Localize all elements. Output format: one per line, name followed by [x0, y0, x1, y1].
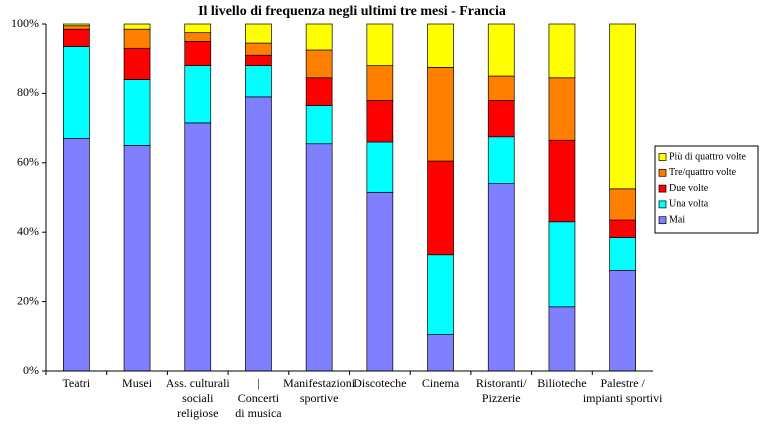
bar-segment	[62, 46, 90, 139]
bar-segment	[123, 28, 151, 49]
y-tick-label: 0%	[23, 363, 39, 377]
legend-label: Tre/quattro volte	[669, 167, 737, 178]
bar-segment	[548, 306, 576, 372]
x-tick-label: Cinema	[422, 376, 460, 390]
bar-segment	[366, 99, 394, 143]
x-tick-label: Discoteche	[353, 376, 406, 390]
bar-segment	[366, 191, 394, 372]
bar-segment	[487, 23, 515, 77]
legend-label: Due volte	[669, 183, 709, 194]
bar-segment	[123, 23, 151, 30]
bar-segment	[184, 65, 212, 124]
bar-segment	[609, 188, 637, 221]
bar-segment	[427, 334, 454, 372]
x-tick-label: Ass. culturali sociali religiose	[166, 376, 231, 420]
bar-segment	[427, 23, 454, 68]
bar-segment	[305, 105, 333, 145]
bar-segment	[305, 143, 333, 372]
x-tick-label: Musei	[122, 376, 153, 390]
bar-segment	[62, 28, 90, 47]
bar-segment	[487, 99, 515, 138]
bar-segment	[62, 138, 90, 372]
bar-segment	[184, 122, 212, 372]
bar-segment	[184, 32, 212, 42]
bar-segment	[123, 145, 151, 372]
chart-title: Il livello di frequenza negli ultimi tre…	[198, 4, 506, 19]
x-tick-label: Teatri	[62, 376, 90, 390]
legend-swatch	[658, 200, 667, 209]
bar-segment	[548, 23, 576, 79]
bar-segment	[609, 23, 637, 190]
bar-segment	[245, 23, 272, 44]
bar-segment	[245, 96, 272, 372]
bar-segment	[487, 136, 515, 184]
bar-segment	[609, 237, 637, 271]
x-tick-label: Bilioteche	[537, 376, 586, 390]
legend-swatch	[658, 216, 667, 225]
y-tick-label: 60%	[17, 155, 39, 169]
x-tick-label: Ristoranti/Pizzerie	[476, 376, 527, 405]
x-tick-label: Manifestazioni sportive	[283, 376, 356, 405]
bar-segment	[245, 42, 272, 56]
bar-segment	[62, 23, 90, 27]
x-tick-label: Palestre / impianti sportivi	[583, 376, 663, 405]
bar-segment	[427, 160, 454, 256]
bar-segment	[487, 75, 515, 101]
bar-segment	[123, 79, 151, 146]
y-tick-label: 100%	[11, 16, 39, 30]
y-tick-label: 40%	[17, 224, 39, 238]
bar-segment	[609, 219, 637, 238]
bar-segment	[305, 49, 333, 79]
bar-segment	[245, 65, 272, 98]
legend-label: Una volta	[669, 199, 709, 210]
bar-segment	[305, 77, 333, 106]
bar-segment	[548, 221, 576, 308]
bar-segment	[245, 54, 272, 66]
legend-label: Più di quattro volte	[669, 151, 747, 162]
bar-segment	[123, 47, 151, 80]
legend-label: Mai	[669, 214, 685, 225]
bar-segment	[609, 270, 637, 372]
bar-segment	[487, 183, 515, 372]
legend-swatch	[658, 184, 667, 193]
bar-segment	[427, 254, 454, 335]
bar-segment	[366, 23, 394, 66]
y-tick-label: 20%	[17, 293, 39, 307]
bar-segment	[366, 65, 394, 101]
y-tick-label: 80%	[17, 85, 39, 99]
bar-segment	[548, 139, 576, 223]
legend-box	[654, 145, 759, 234]
bar-segment	[184, 40, 212, 66]
x-tick-label: | Concerti di musica	[235, 376, 282, 420]
bar-segment	[184, 23, 212, 34]
legend-swatch	[658, 153, 667, 161]
legend-swatch	[658, 168, 667, 177]
bar-segment	[366, 141, 394, 193]
bar-segment	[62, 25, 90, 30]
bar-segment	[305, 23, 333, 51]
bar-segment	[548, 77, 576, 141]
bar-segment	[427, 67, 454, 162]
